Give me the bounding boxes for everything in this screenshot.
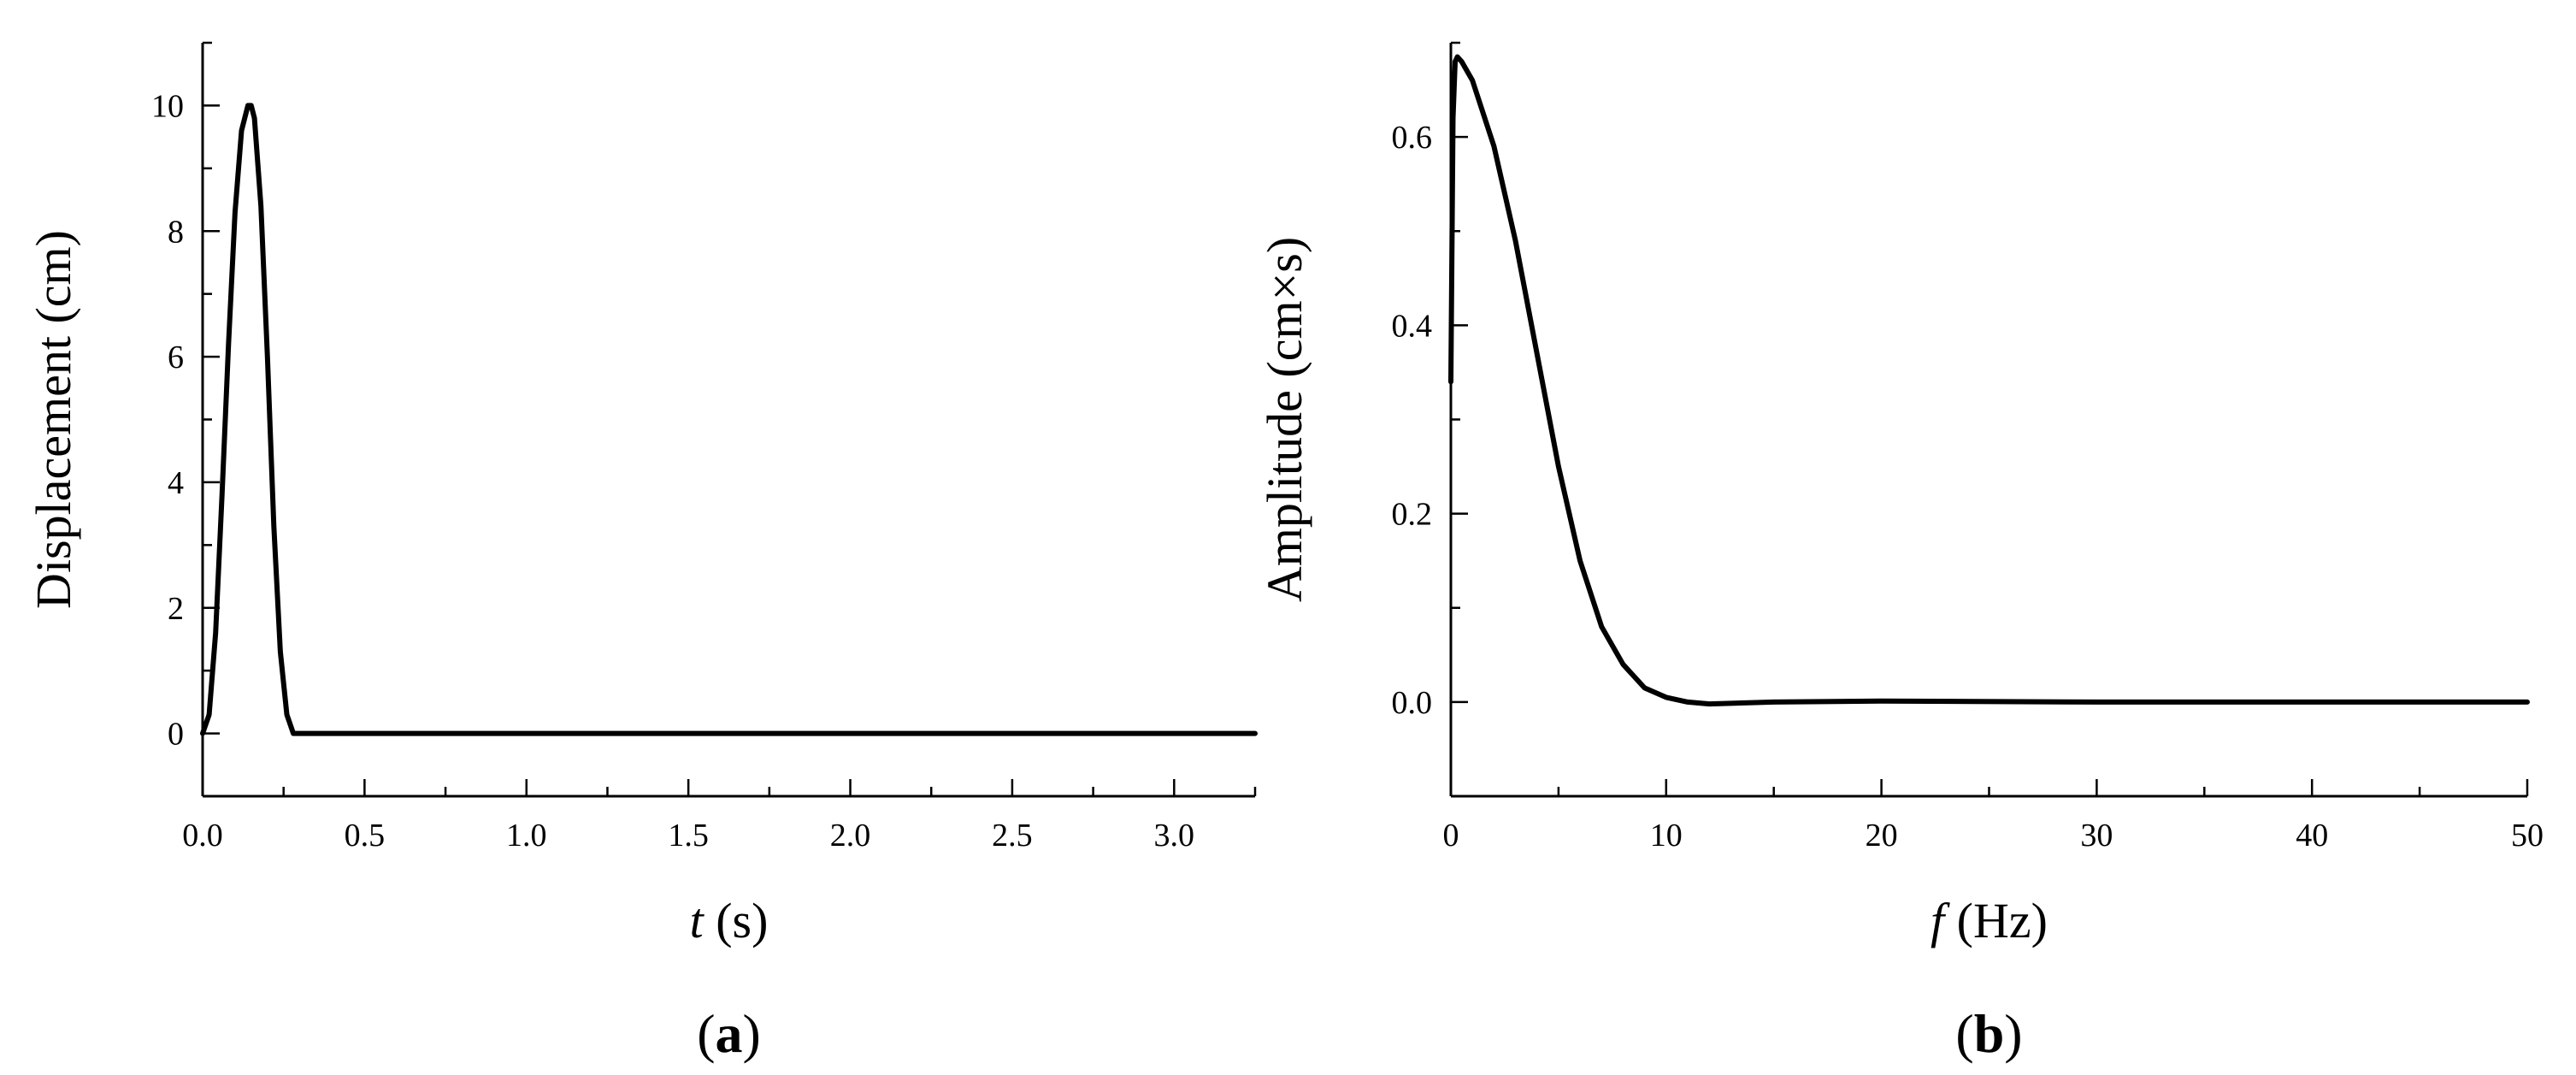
x-tick-label: 2.5 — [992, 818, 1033, 854]
chart-b-axes: 0 10 20 30 40 50 0.0 0.2 0.4 0.6 — [1392, 41, 2544, 854]
chart-a: 0.0 0.5 1.0 1.5 2.0 2.5 3.0 0 2 4 6 8 10 t (s) Displ… — [26, 41, 1258, 1064]
x-tick-label: 10 — [1650, 818, 1683, 854]
chart-b-xlabel-gap — [1944, 893, 1957, 948]
chart-b-series — [1448, 54, 2530, 707]
x-tick-label: 20 — [1866, 818, 1898, 854]
y-tick-label: 0.4 — [1392, 308, 1433, 344]
y-tick-label: 10 — [151, 88, 184, 124]
y-tick-label: 6 — [168, 340, 184, 375]
panel-b-open: ( — [1955, 1003, 1973, 1064]
chart-a-xlabel: t (s) — [690, 893, 769, 948]
x-tick-label: 0.5 — [345, 818, 386, 854]
y-tick-label: 0.2 — [1392, 497, 1433, 533]
chart-b-ylabel: Amplitude (cm×s) — [1257, 237, 1312, 602]
chart-a-xlabel-var: t — [690, 893, 705, 948]
x-tick-label: 50 — [2511, 818, 2544, 854]
chart-a-ylabel: Displacement (cm) — [26, 230, 81, 609]
panel-label-a: (a) — [697, 1003, 761, 1064]
chart-b-xlabel-unit: (Hz) — [1957, 893, 2048, 948]
chart-a-axes: 0.0 0.5 1.0 1.5 2.0 2.5 3.0 0 2 4 6 8 10 — [151, 41, 1257, 854]
x-tick-label: 1.5 — [668, 818, 709, 854]
chart-a-xlabel-unit: (s) — [716, 893, 768, 948]
x-tick-label: 40 — [2296, 818, 2328, 854]
y-tick-label: 4 — [168, 465, 184, 501]
y-tick-label: 0 — [168, 717, 184, 753]
y-tick-label: 0.0 — [1392, 685, 1433, 721]
y-tick-label: 2 — [168, 591, 184, 627]
panel-label-b: (b) — [1955, 1003, 2022, 1064]
chart-a-xlabel-gap — [704, 893, 716, 948]
panel-b-close: ) — [2004, 1003, 2022, 1064]
x-tick-label: 2.0 — [830, 818, 871, 854]
y-tick-label: 0.6 — [1392, 120, 1433, 156]
panel-a-close: ) — [743, 1003, 761, 1064]
series-line — [200, 103, 1258, 736]
series-line — [1448, 54, 2530, 707]
chart-b: 0 10 20 30 40 50 0.0 0.2 0.4 0.6 f (Hz) Amplitude… — [1257, 41, 2544, 1064]
chart-b-xlabel: f (Hz) — [1931, 893, 2048, 948]
x-tick-label: 3.0 — [1154, 818, 1195, 854]
chart-a-series — [200, 103, 1258, 736]
panel-a-letter: a — [716, 1003, 743, 1064]
x-tick-label: 30 — [2080, 818, 2113, 854]
x-tick-label: 1.0 — [506, 818, 547, 854]
panel-a-open: ( — [697, 1003, 715, 1064]
x-tick-label: 0 — [1443, 818, 1459, 854]
y-tick-label: 8 — [168, 214, 184, 250]
panel-b-letter: b — [1974, 1003, 2005, 1064]
x-tick-label: 0.0 — [182, 818, 223, 854]
